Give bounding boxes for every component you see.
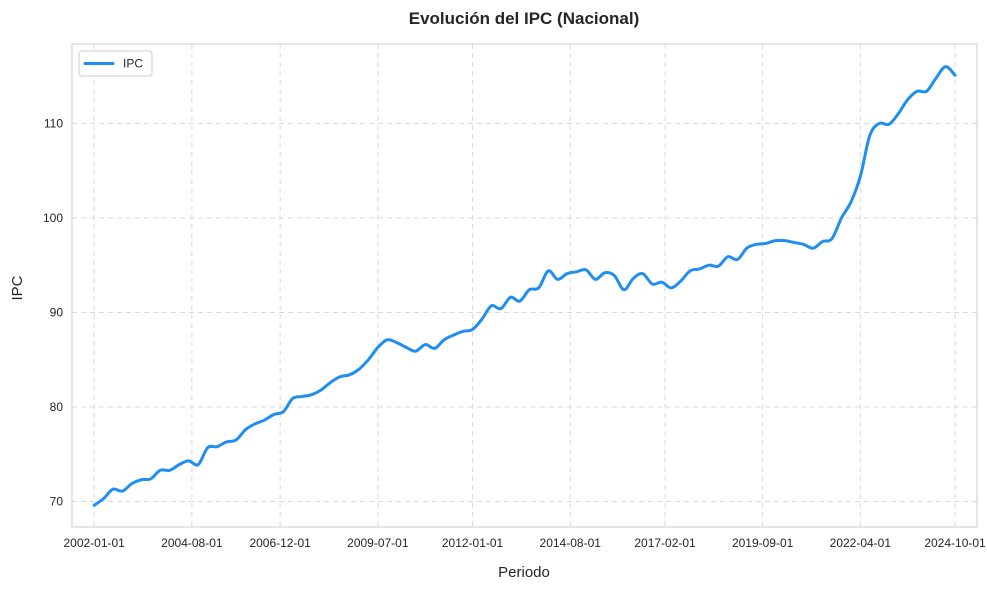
y-tick-label: 90 <box>50 305 64 319</box>
y-tick-label: 80 <box>50 400 64 414</box>
x-tick-label: 2022-04-01 <box>830 536 892 550</box>
series-line-ipc <box>92 65 957 507</box>
x-gridlines <box>93 44 956 527</box>
x-tick-label: 2019-09-01 <box>732 536 794 550</box>
y-tick-label: 100 <box>43 211 63 225</box>
x-tick-label: 2009-07-01 <box>347 536 409 550</box>
y-gridlines <box>72 122 977 502</box>
plot-area-frame <box>71 43 978 528</box>
chart-title: Evolución del IPC (Nacional) <box>409 9 639 28</box>
x-tick-label: 2002-01-01 <box>63 536 125 550</box>
y-axis-ticks: 70 80 90 100 110 <box>43 116 63 508</box>
x-axis-ticks: 2002-01-01 2004-08-01 2006-12-01 2009-07-01… <box>63 536 986 550</box>
y-axis-label: IPC <box>9 275 26 300</box>
legend: IPC <box>78 50 153 77</box>
x-tick-label: 2024-10-01 <box>924 536 986 550</box>
x-tick-label: 2012-01-01 <box>442 536 504 550</box>
x-tick-label: 2006-12-01 <box>249 536 311 550</box>
legend-box <box>78 50 153 77</box>
y-tick-label: 110 <box>44 116 63 130</box>
legend-label: IPC <box>123 57 143 71</box>
y-tick-label: 70 <box>50 494 64 508</box>
x-tick-label: 2004-08-01 <box>161 536 223 550</box>
x-axis-label: Periodo <box>498 564 550 581</box>
series-layer <box>92 65 957 507</box>
x-tick-label: 2014-08-01 <box>540 536 602 550</box>
x-tick-label: 2017-02-01 <box>634 536 696 550</box>
